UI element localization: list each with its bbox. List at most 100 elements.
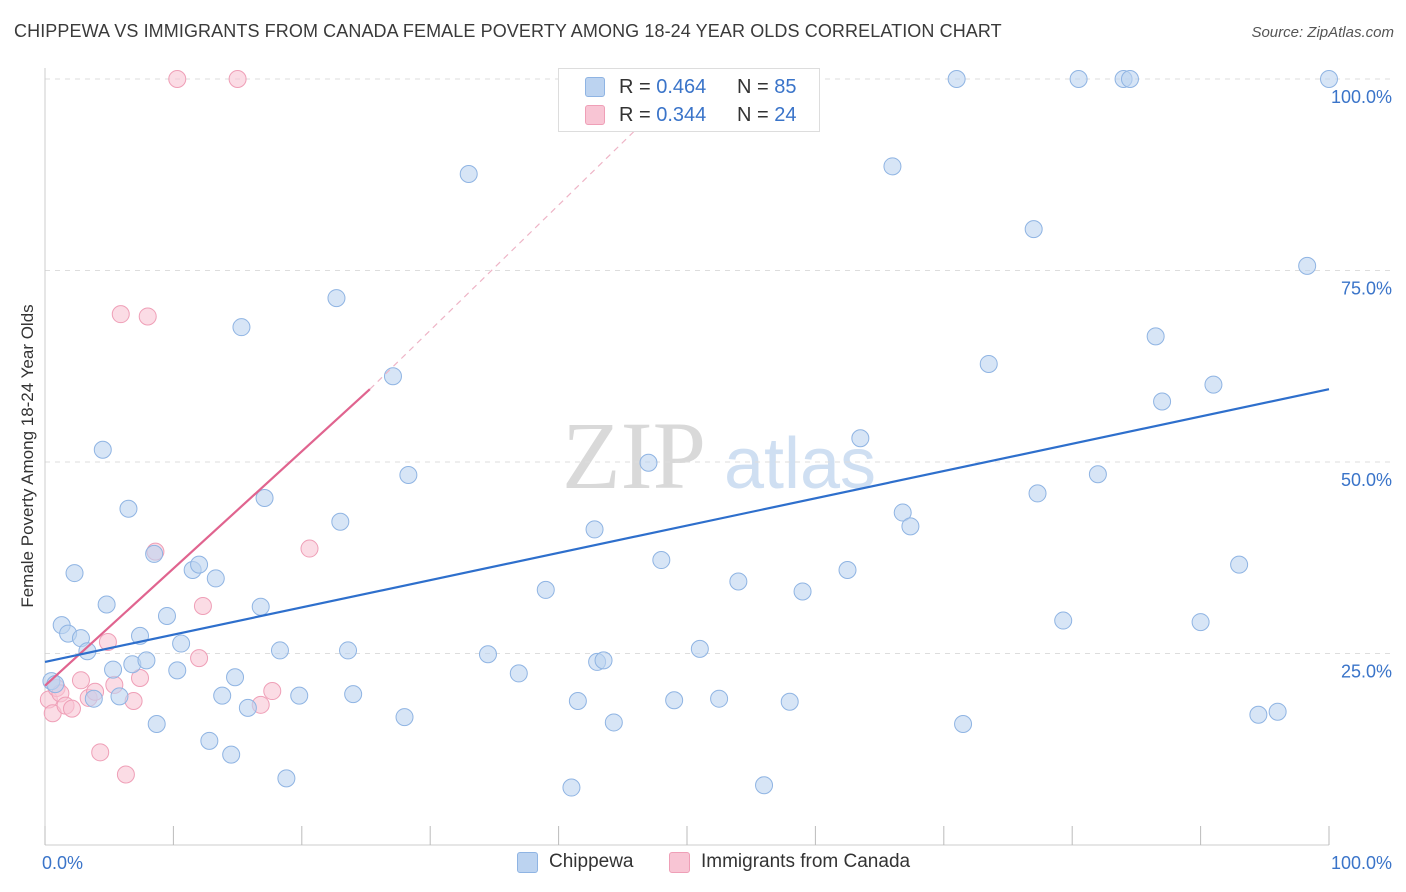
- chippewa-point: [1249, 705, 1268, 724]
- canada-point: [62, 699, 81, 718]
- canada-point: [138, 307, 157, 326]
- canada-point: [116, 765, 135, 784]
- trendlines: [44, 116, 1330, 687]
- chart-title: CHIPPEWA VS IMMIGRANTS FROM CANADA FEMAL…: [14, 21, 1002, 41]
- chippewa-point: [893, 503, 912, 522]
- chippewa-point: [509, 664, 528, 683]
- canada-point: [71, 671, 90, 690]
- chippewa-point: [344, 685, 363, 704]
- chippewa-point: [1204, 375, 1223, 394]
- canada-point: [263, 682, 282, 701]
- chippewa-point: [1268, 702, 1287, 721]
- chippewa-point: [93, 440, 112, 459]
- chippewa-point: [395, 708, 414, 727]
- legend-n-chippewa: N = 85: [737, 76, 797, 99]
- canada-point: [131, 669, 150, 688]
- chippewa-point: [1191, 613, 1210, 632]
- legend-label-canada: Immigrants from Canada: [701, 851, 911, 872]
- chippewa-point: [97, 595, 116, 614]
- chippewa-point: [755, 776, 774, 795]
- chippewa-point: [478, 645, 497, 664]
- watermark: ZIP atlas: [562, 402, 876, 509]
- chippewa-point: [119, 499, 138, 518]
- series-chippewa: [42, 70, 1338, 797]
- chippewa-point: [729, 572, 748, 591]
- chippewa-point: [1153, 392, 1172, 411]
- chippewa-point: [65, 564, 84, 583]
- chippewa-point: [157, 606, 176, 625]
- canada-point: [228, 70, 247, 88]
- legend-r-chippewa: R = 0.464: [619, 76, 737, 99]
- chippewa-point: [1054, 611, 1073, 630]
- chippewa-point: [710, 689, 729, 708]
- chippewa-point: [536, 580, 555, 599]
- canada-point: [190, 649, 209, 668]
- n-value: 24: [774, 103, 797, 126]
- chippewa-point: [255, 489, 274, 508]
- legend-row-canada: R = 0.344 N = 24: [559, 101, 797, 129]
- y-tick-label: 25.0%: [1341, 662, 1392, 682]
- legend-n-canada: N = 24: [737, 104, 797, 127]
- series-legend: Chippewa Immigrants from Canada: [0, 851, 1406, 877]
- chippewa-point: [84, 689, 103, 708]
- chippewa-point: [1320, 70, 1338, 88]
- chippewa-point: [251, 597, 270, 616]
- chippewa-point: [46, 675, 65, 694]
- r-value: 0.464: [656, 75, 707, 98]
- chippewa-point: [883, 157, 902, 176]
- chippewa-point: [954, 714, 973, 733]
- chippewa-point: [226, 668, 245, 687]
- y-tick-label: 75.0%: [1341, 279, 1392, 299]
- legend-label-chippewa: Chippewa: [549, 851, 634, 872]
- chippewa-point: [665, 691, 684, 710]
- chippewa-point: [104, 660, 123, 679]
- chippewa-point: [147, 714, 166, 733]
- chippewa-point: [1298, 256, 1317, 275]
- n-label: N =: [737, 103, 769, 126]
- chippewa-point: [190, 555, 209, 574]
- y-tick-label: 50.0%: [1341, 470, 1392, 490]
- chippewa-point: [901, 517, 920, 536]
- x-tick-label: 100.0%: [1331, 853, 1392, 873]
- chippewa-point: [690, 639, 709, 658]
- canada-swatch: [585, 105, 605, 125]
- chippewa-point: [238, 698, 257, 717]
- r-label: R =: [619, 75, 651, 98]
- gridlines: [45, 78, 1392, 654]
- r-value: 0.344: [656, 103, 707, 126]
- chippewa-point: [206, 569, 225, 588]
- chippewa-point: [222, 745, 241, 764]
- n-value: 85: [774, 75, 797, 98]
- chippewa-point: [1088, 465, 1107, 484]
- tick-labels: 25.0% 50.0% 75.0% 100.0% 0.0% 100.0%: [42, 87, 1392, 873]
- legend-row-chippewa: R = 0.464 N = 85: [559, 73, 797, 101]
- chippewa-point: [585, 520, 604, 539]
- chippewa-point: [780, 692, 799, 711]
- chippewa-point: [331, 512, 350, 531]
- canada-legend-swatch: [669, 851, 690, 873]
- chippewa-point: [172, 634, 191, 653]
- chippewa-point: [604, 713, 623, 732]
- chippewa-point: [213, 686, 232, 705]
- canada-point: [111, 305, 130, 324]
- chippewa-point: [200, 731, 219, 750]
- chippewa-swatch: [585, 77, 605, 97]
- chippewa-point: [270, 641, 289, 660]
- chippewa-point: [1069, 70, 1088, 88]
- y-tick-label: 100.0%: [1331, 87, 1392, 107]
- chippewa-point: [1024, 220, 1043, 239]
- legend-item-chippewa: Chippewa: [517, 851, 634, 873]
- chippewa-point: [851, 429, 870, 448]
- chippewa-point: [562, 778, 581, 797]
- x-tick-label: 0.0%: [42, 853, 83, 873]
- canada-point: [91, 743, 110, 762]
- chippewa-point: [277, 769, 296, 788]
- canada-point: [98, 633, 117, 652]
- canada-point: [168, 70, 187, 88]
- chippewa-point: [979, 354, 998, 373]
- source-credit: Source: ZipAtlas.com: [1251, 24, 1394, 41]
- canada-trendline-extension: [369, 116, 649, 390]
- chippewa-point: [568, 691, 587, 710]
- correlation-legend: R = 0.464 N = 85 R = 0.344 N = 24: [558, 68, 820, 132]
